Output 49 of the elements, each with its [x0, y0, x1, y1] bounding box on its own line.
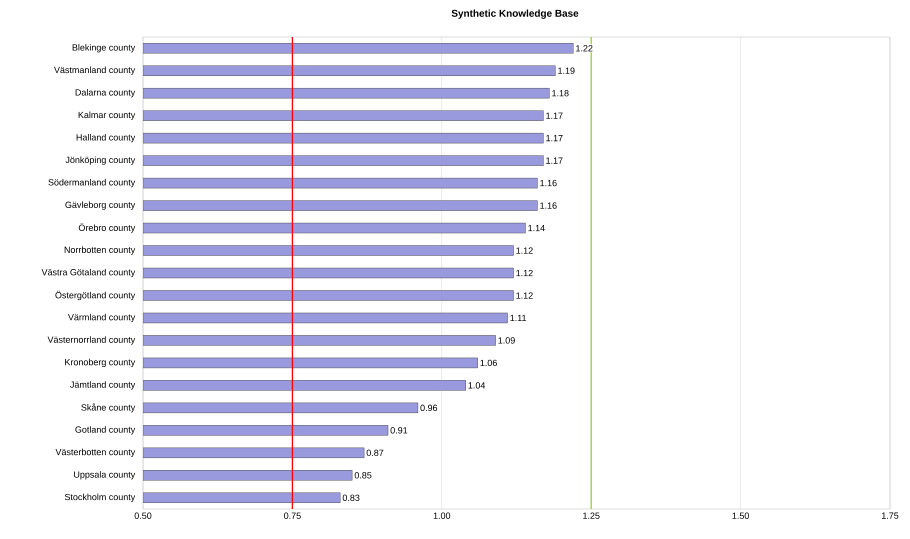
data-label: 1.17: [546, 135, 563, 142]
y-tick-label: Dalarna county: [76, 89, 136, 98]
data-label: 1.17: [546, 112, 563, 119]
y-tick-label: Jämtland county: [70, 381, 136, 390]
y-tick-label: Blekinge county: [72, 44, 136, 52]
y-tick-label: Norrbotten county: [64, 246, 136, 255]
y-tick-label: Halland county: [76, 134, 136, 142]
x-tick-label: 0.75: [284, 512, 301, 519]
y-tick-label: Örebro county: [78, 223, 136, 233]
y-tick-label: Värmland county: [68, 314, 136, 322]
x-tick-label: 1.50: [732, 512, 749, 519]
y-tick-label: Västra Götaland county: [42, 268, 136, 278]
data-label: 0.96: [420, 404, 438, 412]
data-label: 1.12: [516, 292, 533, 299]
y-tick-label: Södermanland county: [48, 178, 136, 188]
data-label: 0.87: [366, 450, 384, 456]
y-tick-label: Jönköping county: [66, 156, 136, 165]
y-tick-label: Kalmar county: [78, 111, 136, 120]
y-tick-label: Västmanland county: [54, 66, 136, 75]
data-label: 0.91: [390, 427, 408, 434]
data-label: 0.85: [354, 472, 372, 478]
data-label: 1.17: [546, 158, 563, 164]
y-tick-label: Västernorrland county: [48, 336, 136, 345]
data-label: 1.04: [468, 382, 486, 389]
x-tick-label: 1.25: [583, 512, 600, 519]
y-tick-label: Östergötland county: [55, 290, 136, 300]
y-tick-label: Gotland county: [75, 426, 136, 435]
data-label: 0.83: [342, 494, 360, 501]
data-label: 1.16: [540, 180, 557, 186]
y-tick-label: Kronoberg county: [65, 358, 136, 368]
y-tick-label: Uppsala county: [74, 471, 136, 480]
data-label: 1.18: [552, 90, 569, 96]
x-tick-label: 1.75: [882, 512, 898, 519]
y-tick-label: Stockholm county: [64, 494, 136, 502]
x-tick-label: 1.00: [434, 512, 450, 519]
data-label: 1.09: [498, 337, 515, 344]
data-label: 1.16: [540, 202, 557, 209]
data-label: 1.11: [510, 314, 526, 322]
data-label: 1.14: [528, 224, 545, 232]
y-tick-label: Skåne county: [81, 403, 136, 412]
data-label: 1.12: [516, 270, 533, 276]
data-label: 1.19: [558, 68, 575, 74]
data-label: 1.12: [516, 247, 533, 254]
x-tick-label: 0.50: [134, 512, 152, 519]
y-tick-label: Västerbotten county: [56, 448, 136, 457]
y-tick-label: Gävleborg county: [65, 201, 136, 210]
data-label: 1.06: [480, 360, 497, 366]
chart-title: Synthetic Knowledge Base: [452, 10, 578, 19]
data-label: 1.22: [576, 45, 592, 52]
